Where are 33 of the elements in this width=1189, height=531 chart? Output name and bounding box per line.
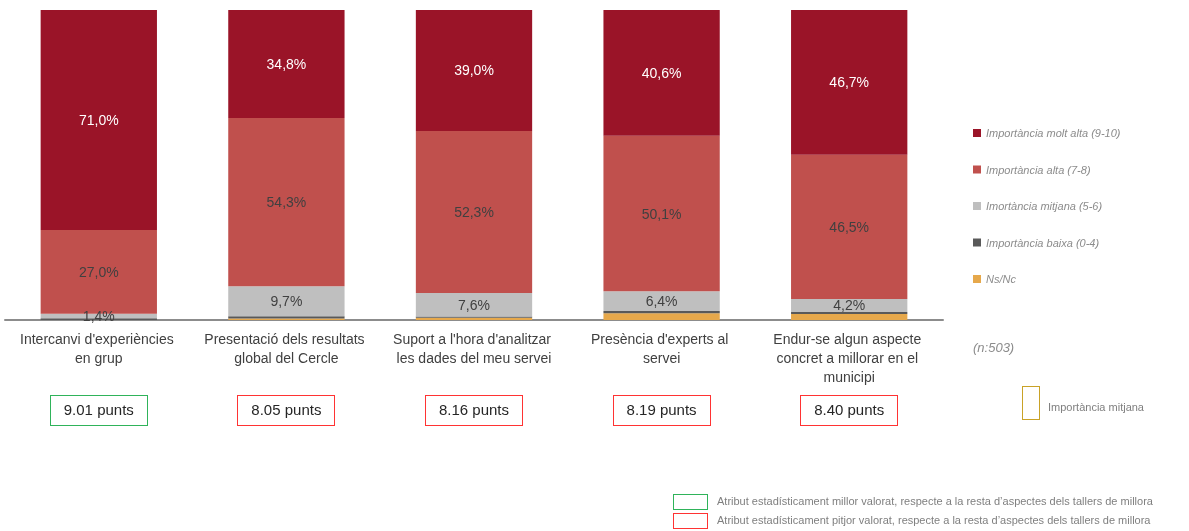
data-label: 46,5% [829,218,870,235]
x-tick-label: Endur-se algun aspecte concret a millorar en el municipi [773,330,926,385]
data-label: 27,0% [78,263,119,280]
text: 9.01 punts [63,401,134,418]
text: Atribut estadísticament pitjor valorat, respecte a la resta d’aspectes dels tallers de millora [717,514,1151,526]
data-label: 6,4% [645,293,678,310]
text: (n:503) [973,340,1015,355]
data-label: 46,7% [829,74,870,91]
text: Importància mitjana [1048,401,1144,413]
x-tick-label: Presentació dels resultats global del Cercle [204,330,369,366]
legend-label: Ns/Nc [986,273,1017,285]
data-label: 40,6% [641,64,682,81]
data-label: 71,0% [78,112,119,129]
text: 8.40 punts [814,401,885,418]
text: Atribut estadísticament millor valorat, respecte a la resta d’aspectes dels tallers de millora [717,495,1153,507]
data-label: 9,7% [270,293,303,310]
x-tick-label: Intercanvi d'experiències en grup [20,330,178,366]
data-label: 52,3% [454,203,494,220]
x-tick-label: Suport a l'hora d'analitzar les dades del meu servei [393,330,555,366]
data-label: 50,1% [641,205,682,222]
legend-label: Importància molt alta (9-10) [986,127,1121,139]
text: 8.05 punts [251,401,322,418]
text: 8.16 punts [438,401,510,418]
text: 8.19 punts [626,401,697,418]
data-label: 54,3% [266,194,307,211]
legend-label: Imortància mitjana (5-6) [986,200,1103,212]
x-tick-label: Presència d'experts al servei [591,330,733,366]
data-label: 4,2% [833,297,866,314]
legend-label: Importància alta (7-8) [986,163,1091,176]
data-label: 7,6% [458,296,490,313]
data-label: 39,0% [454,62,494,79]
legend-label: Importància baixa (0-4) [986,236,1100,249]
data-label: 34,8% [266,55,307,72]
